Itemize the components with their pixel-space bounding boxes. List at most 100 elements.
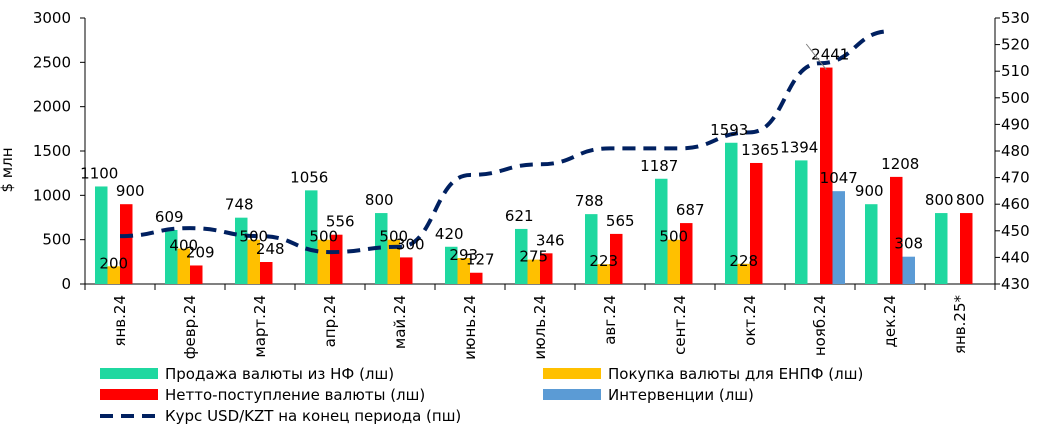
bar — [935, 213, 948, 284]
legend-label: Курс USD/KZT на конец периода (пш) — [165, 407, 461, 425]
data-label: 346 — [536, 231, 565, 249]
x-tick-label: янв.25* — [951, 295, 969, 355]
data-label: 500 — [239, 228, 268, 246]
bar — [387, 239, 400, 284]
bar — [317, 239, 330, 284]
label-leader — [805, 43, 827, 70]
data-label: 500 — [659, 228, 688, 246]
data-label: 1208 — [881, 155, 919, 173]
bar — [120, 204, 133, 284]
y-tick-label-left: 0 — [61, 275, 71, 293]
data-label: 223 — [589, 252, 618, 270]
bar — [235, 217, 248, 284]
bar — [750, 162, 763, 284]
y-tick-label-left: 1500 — [33, 142, 71, 160]
bar — [177, 248, 190, 284]
bar — [597, 264, 610, 284]
data-label: 400 — [169, 237, 198, 255]
legend-swatch — [100, 389, 158, 400]
data-label: 1100 — [80, 164, 118, 182]
y-tick-label-right: 470 — [1001, 169, 1030, 187]
data-label: 308 — [894, 235, 923, 253]
legend-label: Покупка валюты для ЕНПФ (лш) — [608, 365, 863, 383]
y-tick-label-right: 490 — [1001, 115, 1030, 133]
y-tick-label-left: 500 — [42, 231, 71, 249]
data-label: 209 — [186, 243, 215, 261]
data-label: 293 — [449, 246, 478, 264]
y-tick-label-right: 460 — [1001, 195, 1030, 213]
bar — [960, 213, 973, 284]
data-label: 275 — [519, 248, 548, 266]
y-tick-label-left: 2500 — [33, 53, 71, 71]
data-label: 1365 — [741, 141, 779, 159]
x-tick-label: апр.24 — [321, 295, 339, 347]
legend-swatch — [100, 368, 158, 379]
y-tick-label-right: 480 — [1001, 142, 1030, 160]
data-label: 1056 — [290, 168, 328, 186]
data-label: 800 — [956, 191, 985, 209]
bar — [737, 263, 750, 284]
x-tick-label: июнь.24 — [461, 295, 479, 360]
data-label: 900 — [116, 182, 145, 200]
legend-swatch — [543, 368, 601, 379]
data-label: 800 — [925, 191, 954, 209]
bar — [540, 253, 553, 284]
legend-label: Продажа валюты из НФ (лш) — [165, 365, 394, 383]
bar — [820, 67, 833, 284]
data-label: 1394 — [780, 138, 818, 156]
bar — [667, 239, 680, 284]
data-label: 687 — [676, 201, 705, 219]
x-tick-label: сент.24 — [671, 295, 689, 355]
data-label: 556 — [326, 213, 355, 231]
bar — [375, 213, 388, 284]
data-label: 500 — [379, 228, 408, 246]
bar — [655, 178, 668, 284]
bar — [330, 234, 343, 284]
data-label: 228 — [729, 252, 758, 270]
x-tick-label: янв.24 — [111, 295, 129, 347]
x-tick-label: февр.24 — [181, 295, 199, 359]
data-label: 127 — [466, 251, 495, 269]
bar — [457, 258, 470, 284]
y-tick-label-right: 530 — [1001, 9, 1030, 27]
legend-label: Нетто-поступление валюты (лш) — [165, 386, 425, 404]
y-axis-title: $ млн — [0, 147, 16, 192]
y-tick-label-right: 440 — [1001, 248, 1030, 266]
bar — [260, 262, 273, 284]
data-label: 1187 — [640, 157, 678, 175]
bar — [400, 257, 413, 284]
y-tick-label-right: 520 — [1001, 36, 1030, 54]
x-tick-label: май.24 — [391, 295, 409, 349]
bar — [305, 190, 318, 284]
bar — [515, 228, 528, 284]
data-label: 248 — [256, 240, 285, 258]
bar — [247, 239, 260, 284]
data-label: 420 — [435, 225, 464, 243]
bar — [585, 214, 598, 284]
bar — [95, 186, 108, 284]
data-label: 788 — [575, 192, 604, 210]
y-tick-label-right: 510 — [1001, 62, 1030, 80]
bar — [165, 230, 178, 284]
y-tick-label-right: 450 — [1001, 222, 1030, 240]
x-tick-label: авг.24 — [601, 295, 619, 345]
data-label: 300 — [396, 235, 425, 253]
bar — [902, 256, 915, 284]
x-tick-label: март.24 — [251, 295, 269, 358]
y-tick-label-left: 2000 — [33, 98, 71, 116]
data-label: 500 — [309, 228, 338, 246]
bar — [795, 160, 808, 284]
data-label: 565 — [606, 212, 635, 230]
legend-label: Интервенции (лш) — [608, 386, 754, 404]
bar — [190, 265, 203, 284]
bar — [832, 191, 845, 284]
data-label: 609 — [155, 208, 184, 226]
data-label: 621 — [505, 207, 534, 225]
data-label: 2441 — [811, 46, 849, 64]
y-tick-label-right: 430 — [1001, 275, 1030, 293]
data-label: 900 — [855, 182, 884, 200]
y-tick-label-left: 3000 — [33, 9, 71, 27]
data-label: 1593 — [710, 121, 748, 139]
